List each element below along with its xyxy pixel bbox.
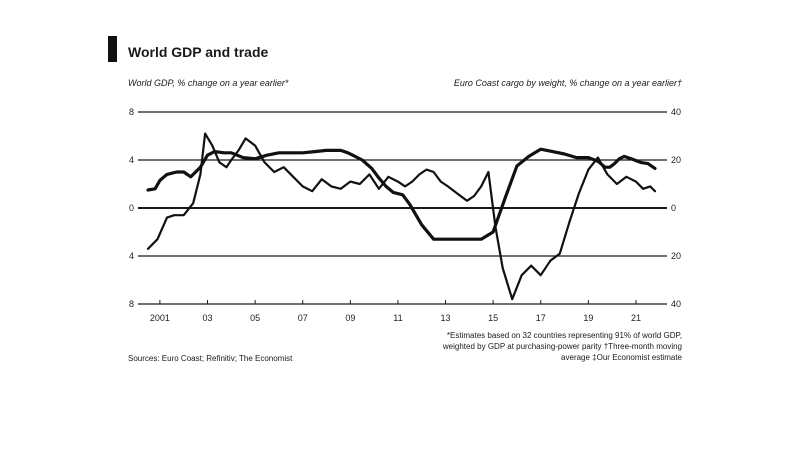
right-axis-tick-label: 20 — [671, 251, 681, 261]
left-axis-subtitle: World GDP, % change on a year earlier* — [128, 78, 289, 88]
cargo-series-line — [146, 132, 657, 301]
right-axis-tick-label: 0 — [671, 203, 676, 213]
source-note: Sources: Euro Coast; Refinitiv; The Econ… — [128, 354, 293, 363]
right-axis-subtitle: Euro Coast cargo by weight, % change on … — [453, 78, 682, 88]
x-axis-tick-label: 15 — [488, 313, 498, 323]
x-axis-tick-label: 03 — [202, 313, 212, 323]
x-axis-tick-label: 13 — [441, 313, 451, 323]
footnote: *Estimates based on 32 countries represe… — [442, 331, 682, 362]
left-axis-tick-label: 0 — [129, 203, 134, 213]
x-axis-tick-label: 07 — [298, 313, 308, 323]
right-axis-tick-label: 40 — [671, 299, 681, 309]
right-axis-tick-label: 40 — [671, 107, 681, 117]
right-axis-tick-label: 20 — [671, 155, 681, 165]
left-axis-tick-label: 4 — [129, 251, 134, 261]
x-axis-tick-label: 19 — [583, 313, 593, 323]
series-lines — [146, 132, 657, 301]
x-axis-tick-label: 2001 — [150, 313, 170, 323]
chart-title: World GDP and trade — [128, 44, 269, 60]
left-axis-tick-label: 8 — [129, 299, 134, 309]
title-accent-bar — [108, 36, 117, 62]
x-axis-tick-label: 05 — [250, 313, 260, 323]
x-axis-tick-label: 17 — [536, 313, 546, 323]
gridlines — [138, 111, 667, 305]
x-axis-tick-label: 09 — [345, 313, 355, 323]
left-axis-tick-label: 4 — [129, 155, 134, 165]
left-axis-tick-label: 8 — [129, 107, 134, 117]
x-axis-tick-label: 21 — [631, 313, 641, 323]
x-axis-tick-label: 11 — [393, 313, 402, 323]
